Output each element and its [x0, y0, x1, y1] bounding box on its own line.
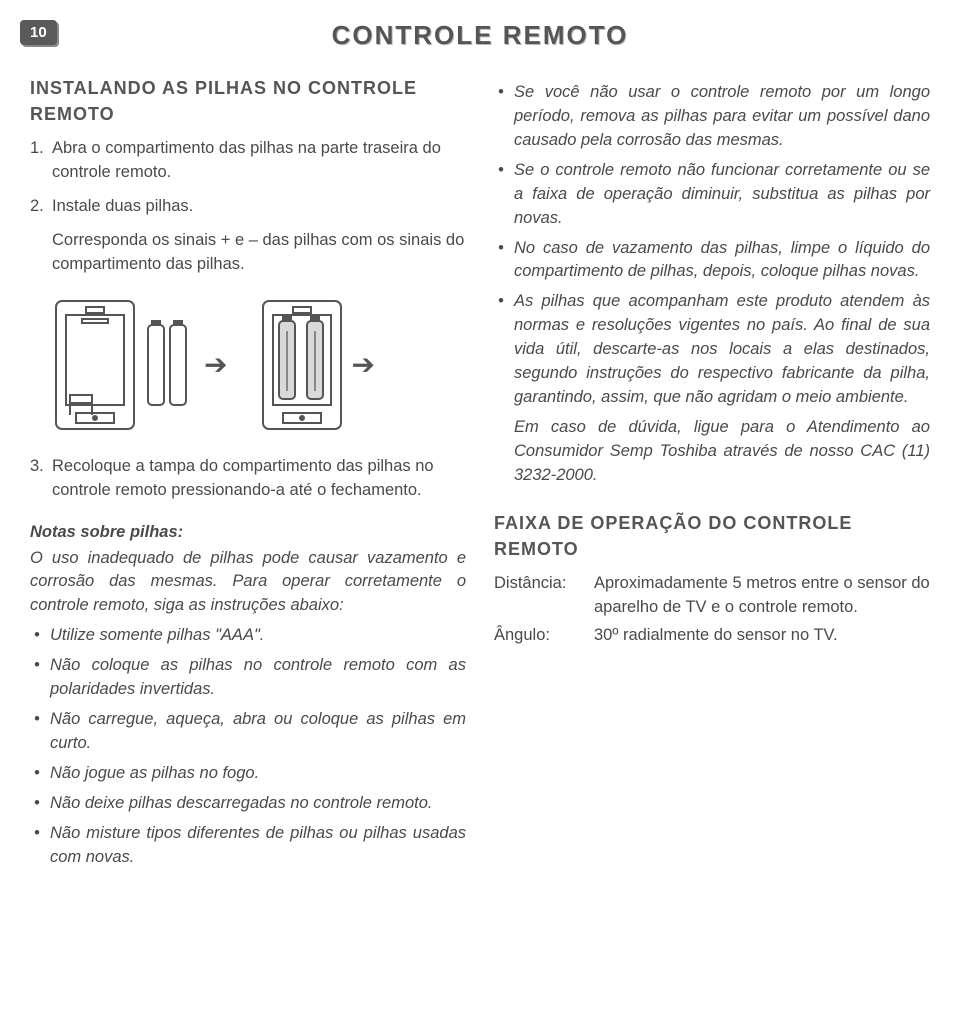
left-column: INSTALANDO AS PILHAS NO CONTROLE REMOTO …: [30, 75, 466, 876]
range-label: Ângulo:: [494, 624, 584, 648]
range-value: 30º radialmente do sensor no TV.: [594, 624, 930, 648]
list-item: Não carregue, aqueça, abra ou coloque as…: [50, 708, 466, 756]
list-item: Não misture tipos diferentes de pilhas o…: [50, 822, 466, 870]
list-item: Utilize somente pilhas "AAA".: [50, 624, 466, 648]
list-item: Não jogue as pilhas no fogo.: [50, 762, 466, 786]
step-number: [30, 229, 52, 277]
step-2: 2. Instale duas pilhas.: [30, 195, 466, 219]
step-number: 2.: [30, 195, 52, 219]
list-item: Se você não usar o controle remoto por u…: [514, 81, 930, 153]
battery-pair-icon: [140, 295, 200, 435]
range-label: Distância:: [494, 572, 584, 620]
arrow-right-icon: ➔: [204, 345, 227, 386]
step-2-sub: Corresponda os sinais + e – das pilhas c…: [30, 229, 466, 277]
arrow-right-icon: ➔: [351, 345, 374, 386]
range-distance-row: Distância: Aproximadamente 5 metros entr…: [494, 572, 930, 620]
notes-list: Utilize somente pilhas "AAA". Não coloqu…: [30, 624, 466, 869]
warnings-list: Se você não usar o controle remoto por u…: [494, 81, 930, 410]
step-text: Recoloque a tampa do compartimento das p…: [52, 455, 466, 503]
page-title: CONTROLE REMOTO: [30, 20, 930, 51]
notes-title: Notas sobre pilhas:: [30, 521, 466, 545]
range-value: Aproximadamente 5 metros entre o sensor …: [594, 572, 930, 620]
page-number-badge: 10: [20, 20, 57, 45]
step-number: 1.: [30, 137, 52, 185]
right-column: Se você não usar o controle remoto por u…: [494, 75, 930, 876]
list-item: Não coloque as pilhas no controle remoto…: [50, 654, 466, 702]
step-3: 3. Recoloque a tampa do compartimento da…: [30, 455, 466, 503]
install-heading: INSTALANDO AS PILHAS NO CONTROLE REMOTO: [30, 75, 466, 127]
range-heading: FAIXA DE OPERAÇÃO DO CONTROLE REMOTO: [494, 510, 930, 562]
list-item: As pilhas que acompanham este produto at…: [514, 290, 930, 410]
range-angle-row: Ângulo: 30º radialmente do sensor no TV.: [494, 624, 930, 648]
battery-diagram: ➔ ➔: [50, 295, 466, 435]
list-item: Se o controle remoto não funcionar corre…: [514, 159, 930, 231]
contact-note: Em caso de dúvida, ligue para o Atendime…: [514, 416, 930, 488]
list-item: No caso de vazamento das pilhas, limpe o…: [514, 237, 930, 285]
step-1: 1. Abra o compartimento das pilhas na pa…: [30, 137, 466, 185]
step-text: Corresponda os sinais + e – das pilhas c…: [52, 229, 466, 277]
compartment-loaded: ➔: [257, 295, 374, 435]
compartment-open: ➔: [50, 295, 227, 435]
step-number: 3.: [30, 455, 52, 503]
notes-intro: O uso inadequado de pilhas pode causar v…: [30, 547, 466, 619]
step-text: Instale duas pilhas.: [52, 195, 466, 219]
step-text: Abra o compartimento das pilhas na parte…: [52, 137, 466, 185]
list-item: Não deixe pilhas descarregadas no contro…: [50, 792, 466, 816]
